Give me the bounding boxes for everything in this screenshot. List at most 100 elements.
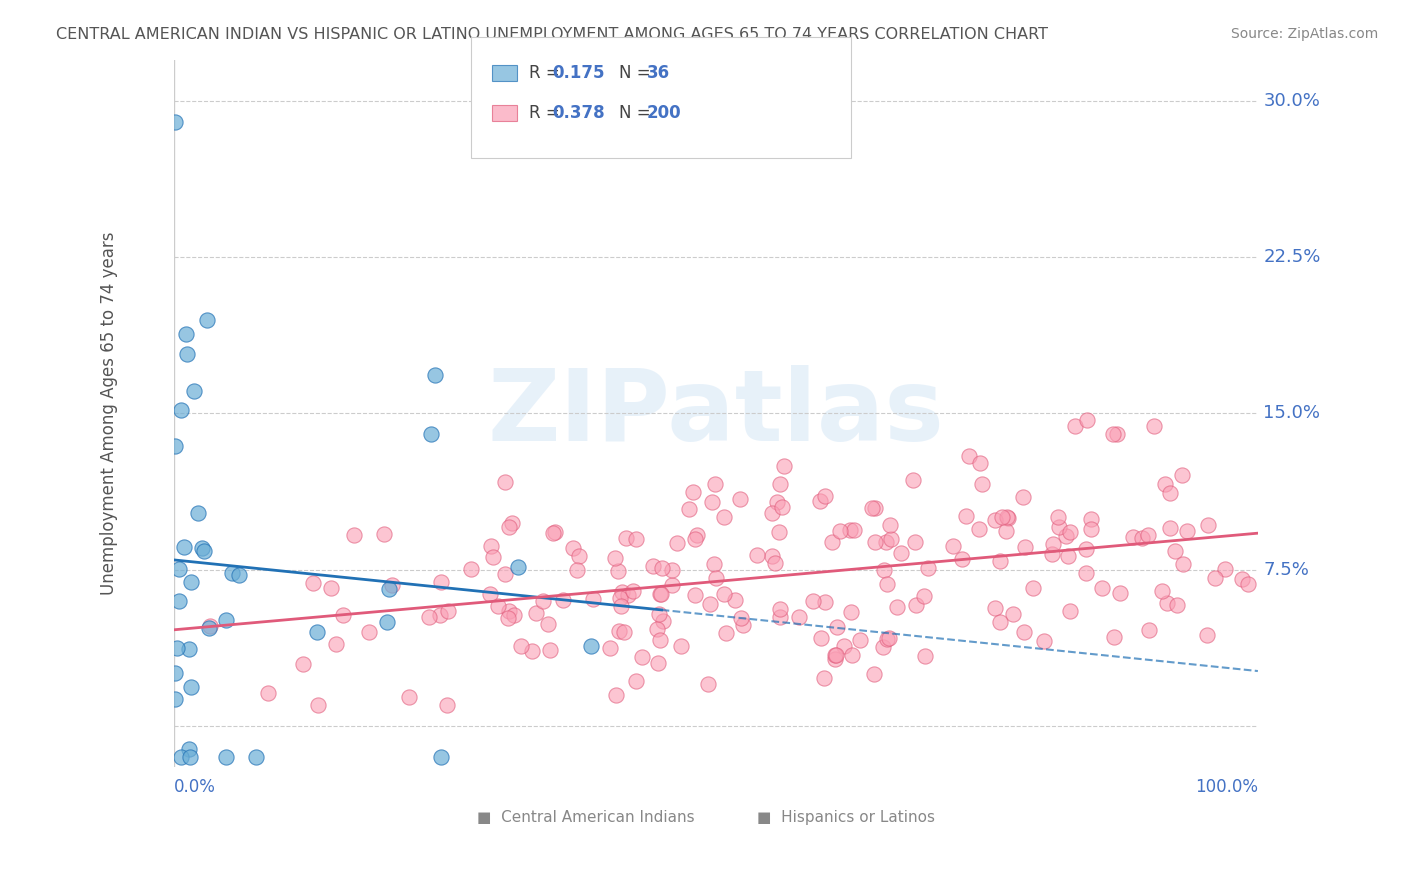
Point [482,549,505,564]
Point [645,622,668,636]
Point [245,750,267,764]
Point [553,593,575,607]
Point [616,588,638,602]
Point [686,528,709,542]
Point [1137,623,1160,637]
Point [430,574,453,589]
Point [787,610,810,624]
Point [766,494,789,508]
Point [343,528,366,542]
Text: 0.378: 0.378 [553,104,605,122]
Point [498,519,520,533]
Text: 22.5%: 22.5% [1264,248,1320,267]
Point [1156,596,1178,610]
Text: 36: 36 [647,64,669,82]
Point [763,557,786,571]
Point [541,525,564,540]
Text: R =: R = [529,64,565,82]
Point [1074,542,1097,557]
Point [1022,581,1045,595]
Point [621,583,644,598]
Point [319,582,342,596]
Text: 15.0%: 15.0% [1264,404,1320,423]
Text: N =: N = [619,104,655,122]
Point [325,637,347,651]
Point [683,532,706,546]
Point [1014,540,1036,554]
Point [650,587,672,601]
Point [873,563,896,577]
Point [890,546,912,560]
Point [610,585,633,599]
Text: 0.175: 0.175 [553,64,605,82]
Point [678,502,700,516]
Point [730,611,752,625]
Point [839,605,862,619]
Point [651,615,673,629]
Point [1080,522,1102,536]
Point [991,509,1014,524]
Point [169,403,191,417]
Point [173,540,195,554]
Point [198,619,221,633]
Point [1059,525,1081,540]
Point [877,631,900,645]
Point [418,610,440,624]
Point [904,598,927,612]
Point [969,456,991,470]
Point [801,594,824,608]
Point [665,536,688,550]
Point [257,686,280,700]
Point [1204,571,1226,585]
Text: N =: N = [619,64,655,82]
Point [650,632,672,647]
Point [1175,524,1198,538]
Point [863,500,886,515]
Point [496,611,519,625]
Point [429,607,451,622]
Point [165,439,187,453]
Point [862,666,884,681]
Point [612,625,634,640]
Point [373,526,395,541]
Point [1102,630,1125,644]
Point [770,500,793,515]
Point [221,566,243,580]
Point [561,541,583,555]
Text: R =: R = [529,104,565,122]
Point [1080,511,1102,525]
Point [538,643,561,657]
Point [988,615,1011,629]
Point [524,606,547,620]
Point [1159,485,1181,500]
Point [614,531,637,545]
Point [215,750,238,764]
Point [702,495,724,509]
Point [332,607,354,622]
Point [651,561,673,575]
Point [716,625,738,640]
Point [872,640,894,654]
Point [308,698,330,712]
Point [359,624,381,639]
Text: 0.0%: 0.0% [174,778,215,796]
Point [876,632,898,647]
Point [1171,557,1194,571]
Point [498,604,520,618]
Point [1159,521,1181,535]
Point [180,574,202,589]
Point [419,427,441,442]
Point [1122,530,1144,544]
Point [177,742,200,756]
Point [624,532,647,546]
Point [486,599,509,614]
Point [1197,518,1219,533]
Point [1237,577,1260,591]
Point [880,532,903,546]
Point [503,608,526,623]
Point [1102,426,1125,441]
Point [479,587,502,601]
Point [1166,599,1188,613]
Point [917,561,939,575]
Point [745,548,768,562]
